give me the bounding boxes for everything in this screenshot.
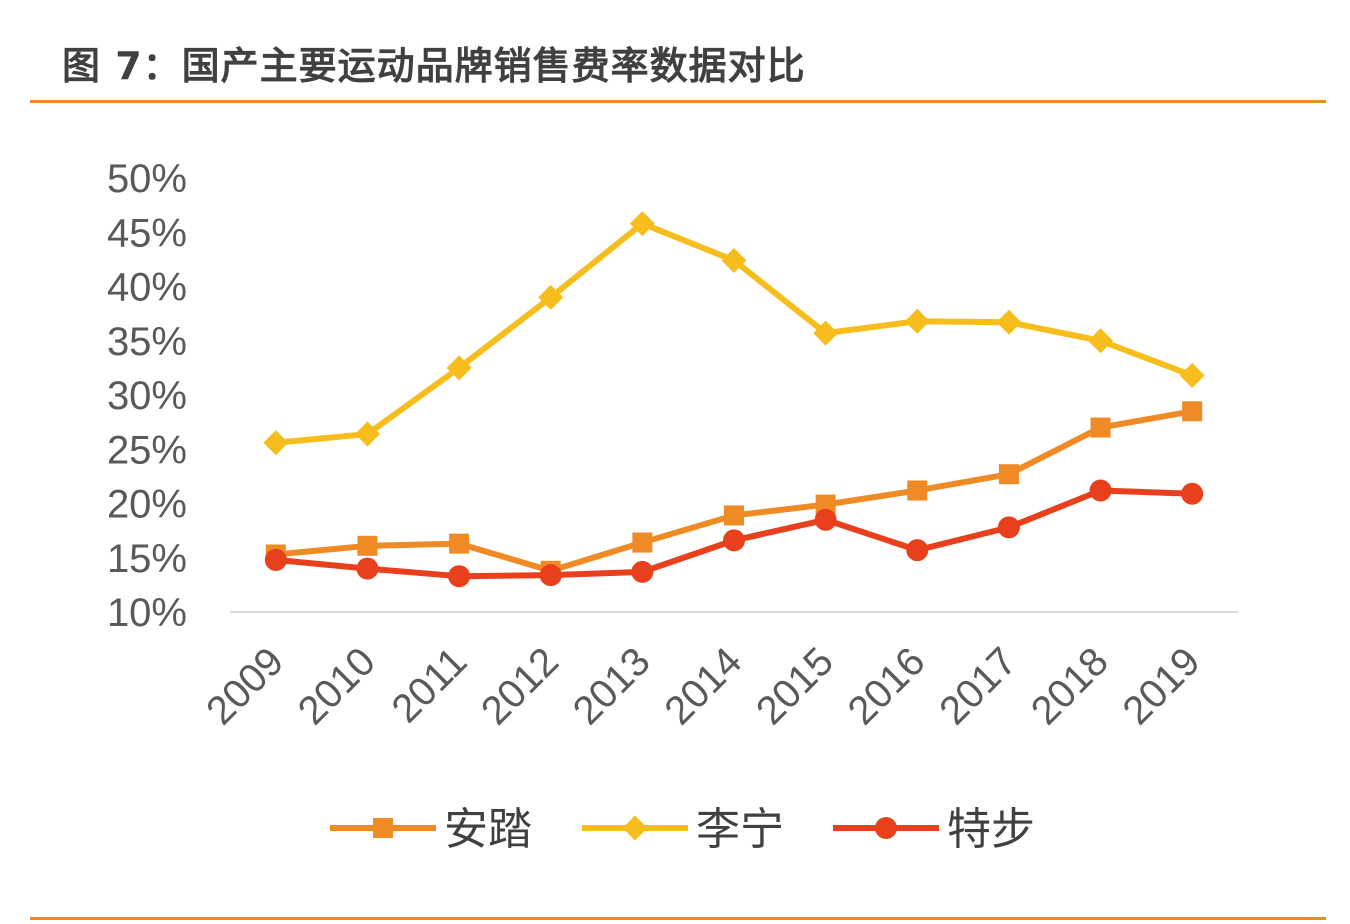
data-point-1-9 <box>998 464 1019 485</box>
y-tick-label: 45% <box>107 211 187 255</box>
data-point-1-10 <box>1090 417 1111 438</box>
x-tick-label: 2011 <box>384 639 476 731</box>
data-point-3-4 <box>539 564 562 587</box>
data-point-2-4 <box>538 284 564 310</box>
y-tick-label: 50% <box>107 157 187 201</box>
data-point-3-6 <box>723 529 745 552</box>
data-point-2-11 <box>1179 362 1205 388</box>
figure-title: 图 7：国产主要运动品牌销售费率数据对比 <box>62 44 806 88</box>
data-point-2-8 <box>904 308 930 334</box>
x-tick-label: 2012 <box>473 639 567 733</box>
data-point-3-5 <box>631 560 654 583</box>
y-tick-label: 20% <box>107 483 187 527</box>
data-point-3-9 <box>997 516 1020 539</box>
series-markers <box>263 211 1205 588</box>
y-tick-label: 15% <box>107 537 187 581</box>
data-point-2-5 <box>629 211 655 237</box>
data-point-1-11 <box>1182 401 1203 422</box>
legend-label-2: 李宁 <box>696 804 784 855</box>
data-point-3-7 <box>814 508 837 531</box>
legend-marker-3 <box>875 817 897 839</box>
legend-marker-2 <box>622 815 648 841</box>
data-point-3-3 <box>448 565 471 588</box>
y-tick-label: 35% <box>107 320 187 364</box>
y-tick-label: 10% <box>107 591 187 635</box>
data-point-2-7 <box>813 320 839 346</box>
legend-label-3: 特步 <box>947 804 1035 855</box>
x-tick-label: 2009 <box>198 639 292 733</box>
x-tick-label: 2016 <box>840 639 934 733</box>
data-point-3-1 <box>264 548 287 571</box>
data-point-1-5 <box>632 532 653 553</box>
x-tick-label: 2010 <box>290 639 384 733</box>
data-point-2-2 <box>354 421 380 447</box>
y-tick-label: 25% <box>107 428 187 472</box>
data-point-3-2 <box>356 557 379 580</box>
data-point-1-6 <box>724 505 744 526</box>
data-point-3-11 <box>1181 482 1204 505</box>
data-point-2-9 <box>996 309 1022 335</box>
y-axis-ticks: 10% 15% 20% 25% 30% 35% 40% 45% 50% <box>107 157 187 635</box>
data-point-1-3 <box>449 533 470 554</box>
x-tick-label: 2019 <box>1115 639 1209 733</box>
x-tick-label: 2013 <box>565 639 659 733</box>
data-point-2-10 <box>1088 328 1114 354</box>
data-point-2-6 <box>721 247 747 273</box>
legend-marker-1 <box>373 818 393 838</box>
x-tick-label: 2017 <box>931 639 1025 733</box>
bottom-divider <box>30 917 1326 920</box>
x-tick-label: 2014 <box>656 639 750 733</box>
data-point-1-7 <box>815 494 836 515</box>
data-point-3-8 <box>906 539 929 562</box>
data-point-1-8 <box>907 480 928 501</box>
x-tick-label: 2015 <box>748 639 842 733</box>
data-point-2-3 <box>446 355 472 381</box>
title-divider <box>30 100 1326 103</box>
y-tick-label: 40% <box>107 266 187 310</box>
data-point-2-1 <box>263 430 289 456</box>
legend: 安踏 李宁 特步 <box>330 804 1035 855</box>
data-point-1-2 <box>357 535 378 556</box>
x-tick-label: 2018 <box>1023 639 1117 733</box>
legend-label-1: 安踏 <box>444 804 532 855</box>
y-tick-label: 30% <box>107 374 187 418</box>
data-point-3-10 <box>1089 479 1112 502</box>
